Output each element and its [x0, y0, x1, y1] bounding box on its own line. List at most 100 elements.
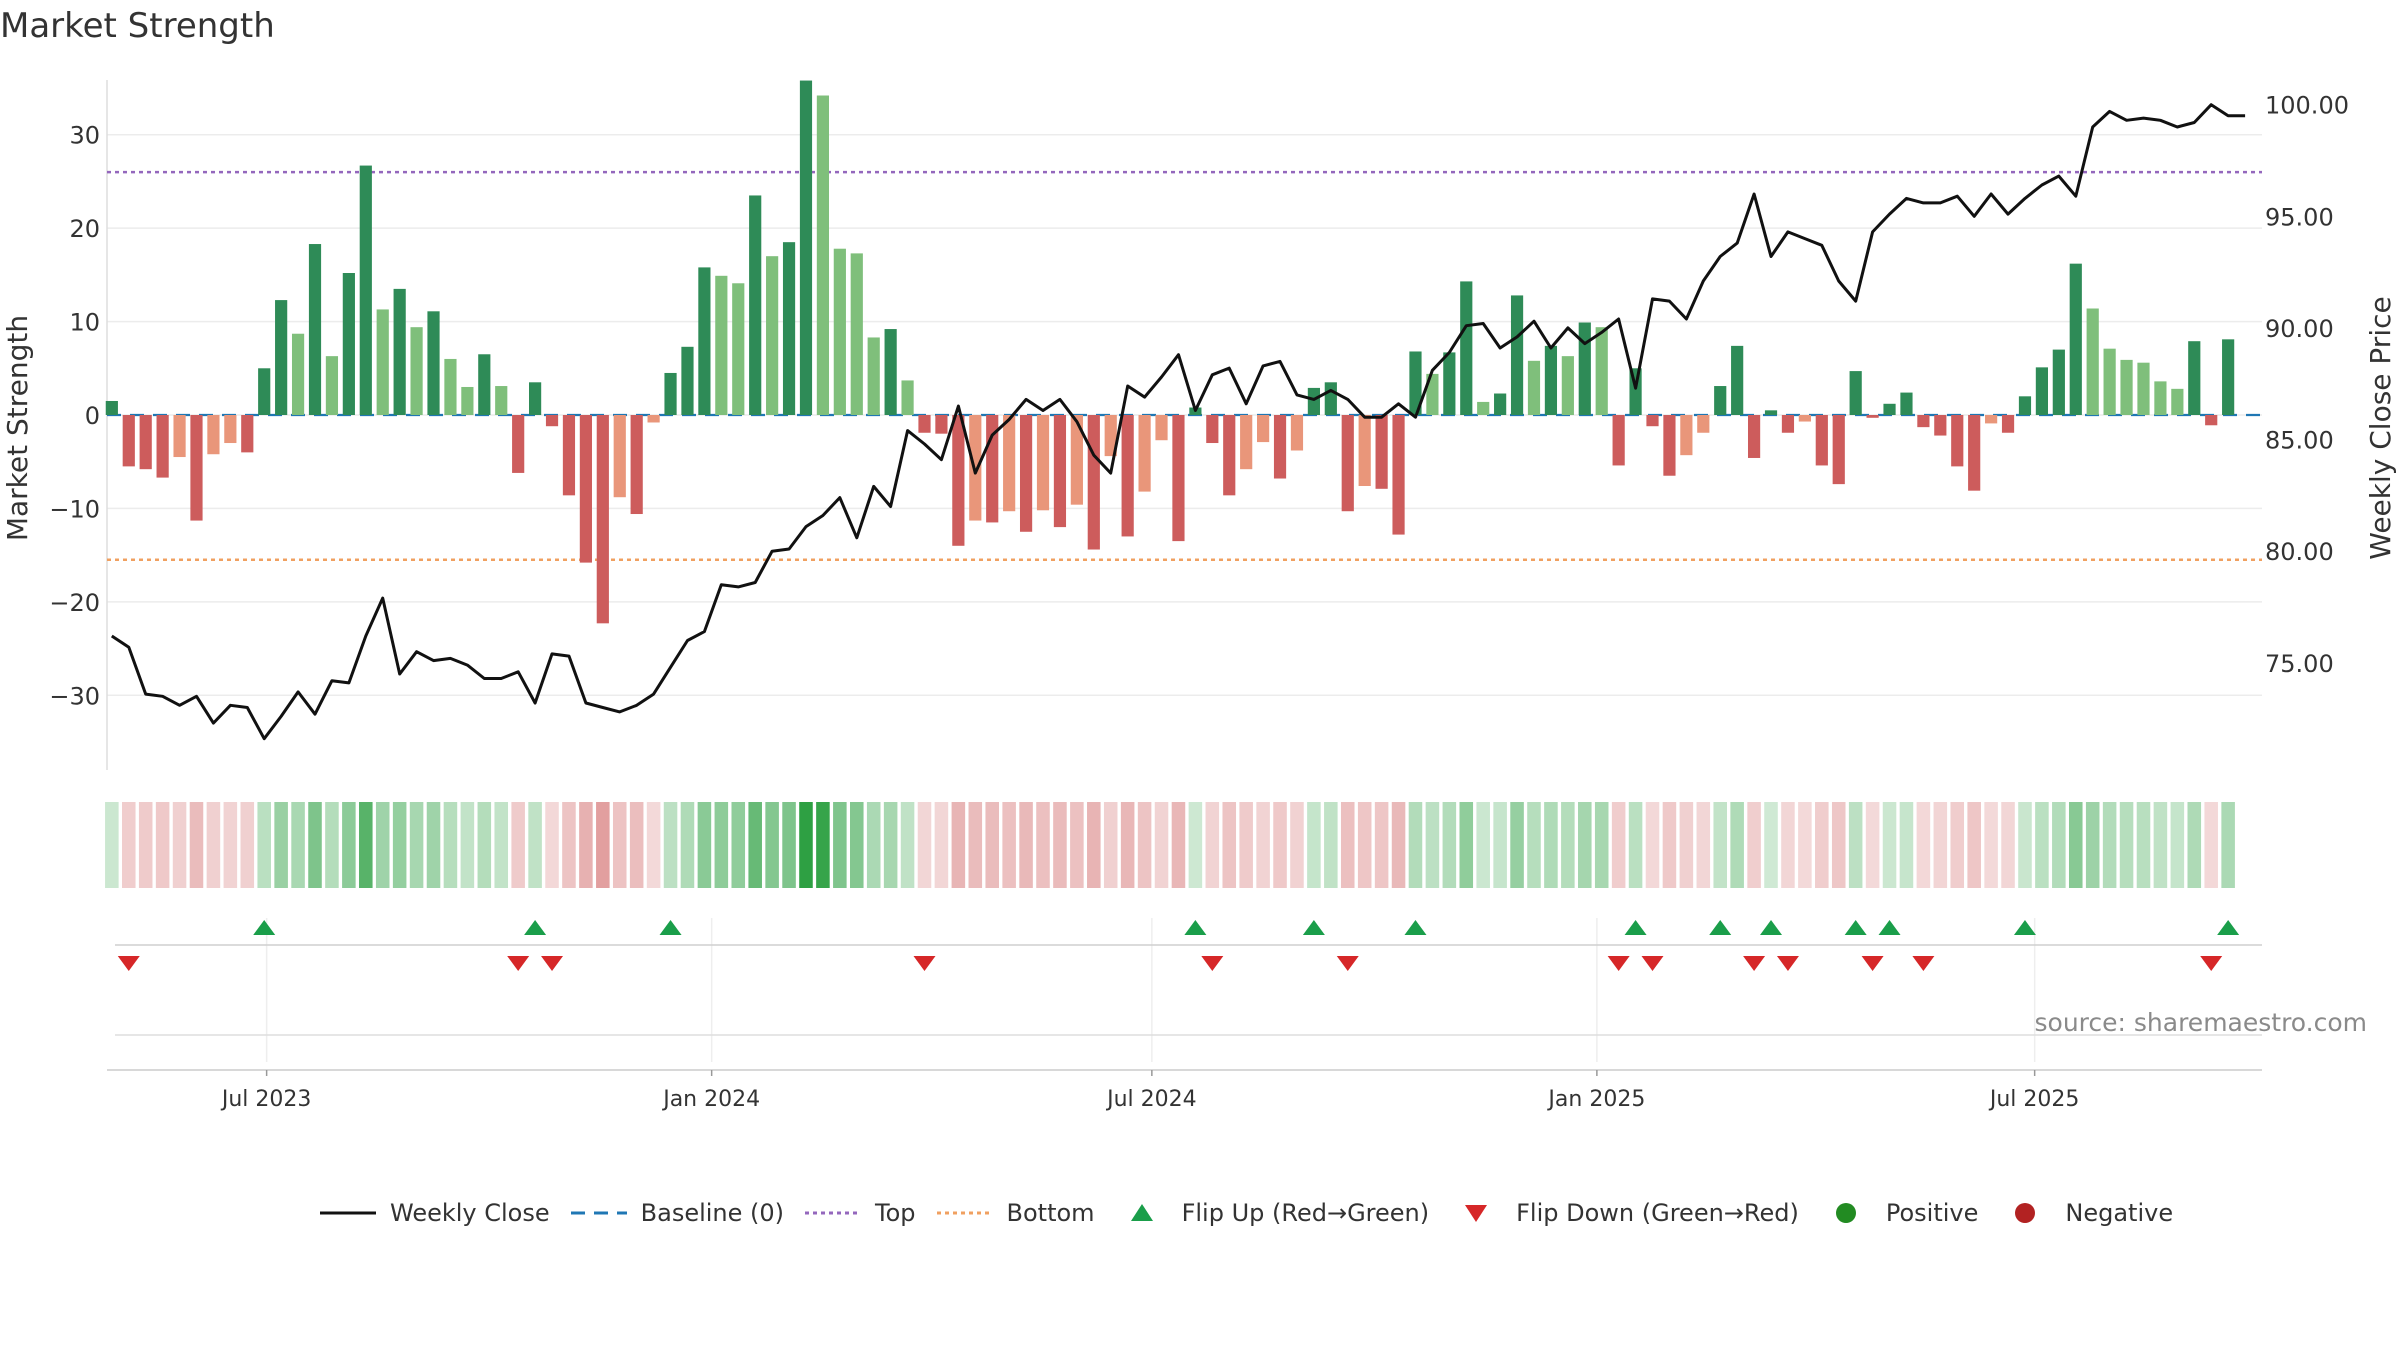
strength-bars: [105, 80, 2235, 624]
heat-cell: [1273, 802, 1287, 888]
heat-cell: [426, 802, 441, 888]
heat-cell: [1188, 802, 1203, 888]
heat-cell: [1527, 802, 1541, 888]
x-tick-label: Jul 2025: [1988, 1087, 2080, 1112]
strength-bar: [1036, 415, 1050, 511]
strength-bar: [190, 415, 203, 521]
strength-bar: [495, 386, 508, 415]
heat-cell: [1222, 802, 1237, 888]
y-tick-label: −10: [49, 495, 100, 523]
strength-bar: [512, 415, 525, 473]
strength-bar: [1764, 410, 1778, 415]
strength-bar: [732, 283, 745, 415]
heat-cell: [883, 802, 898, 888]
flip-down-marker: [1607, 956, 1630, 971]
heat-cell: [1510, 802, 1524, 888]
strength-bar: [562, 415, 576, 496]
heat-cell: [1815, 802, 1829, 888]
legend-label: Flip Up (Red→Green): [1181, 1199, 1430, 1227]
strength-bar: [935, 415, 948, 434]
heat-cell: [1357, 802, 1372, 888]
heat-cell: [460, 802, 475, 888]
heat-cell: [2204, 802, 2218, 888]
heat-cell: [782, 802, 796, 888]
flip-up-marker: [524, 920, 547, 935]
heat-cell: [443, 802, 458, 888]
flip-up-marker: [1760, 920, 1783, 935]
heat-cell: [934, 802, 949, 888]
legend-negative: Negative: [1997, 1199, 2173, 1227]
heat-cell: [1611, 802, 1626, 888]
heat-cell: [1984, 802, 1998, 888]
heat-cell: [409, 802, 424, 888]
heat-cell: [1764, 802, 1778, 888]
strength-bar: [2103, 348, 2116, 415]
strength-bar: [1104, 415, 1117, 457]
heat-cell: [1679, 802, 1694, 888]
strength-bar: [579, 415, 592, 563]
strength-bar: [799, 80, 813, 415]
strength-bar: [613, 415, 626, 498]
heat-cell: [1696, 802, 1711, 888]
top-swatch-icon: [805, 1211, 862, 1215]
strength-bar: [816, 95, 830, 415]
flip-down-marker: [541, 956, 564, 971]
triangle-up-icon: [1130, 1204, 1153, 1221]
strength-bar: [1392, 415, 1405, 535]
heat-cell: [612, 802, 627, 888]
flip-up-marker: [2013, 920, 2036, 935]
y2-tick-label: 85.00: [2265, 427, 2334, 455]
heat-cell: [1848, 802, 1863, 888]
strength-bar: [444, 358, 457, 415]
heat-cell: [2136, 802, 2151, 888]
y-tick-label: 30: [69, 122, 100, 150]
strength-bar: [901, 380, 914, 415]
x-tick-label: Jan 2024: [661, 1087, 760, 1112]
legend-label: Baseline (0): [640, 1199, 785, 1227]
strength-bar: [749, 195, 762, 415]
strength-bar: [1426, 373, 1439, 415]
heat-cell: [274, 802, 288, 888]
strength-bar: [1917, 415, 1930, 428]
strength-bar: [291, 333, 305, 415]
heat-cell: [1713, 802, 1727, 888]
strength-bar: [122, 415, 135, 467]
legend-label: Top: [875, 1199, 916, 1227]
strength-bar: [2222, 339, 2235, 415]
heat-cell: [2018, 802, 2032, 888]
strength-bar: [850, 253, 863, 415]
strength-bar: [2001, 415, 2015, 433]
flip-up-marker: [1302, 920, 1325, 935]
heat-cell: [1882, 802, 1897, 888]
strength-bar: [1019, 415, 1033, 532]
heat-cell: [528, 802, 542, 888]
strength-bar: [105, 400, 118, 415]
strength-bar: [698, 267, 711, 415]
legend: Weekly Close Baseline (0) Top Bottom Fli…: [318, 1199, 2192, 1227]
strength-bar: [2154, 381, 2167, 415]
strength-bar: [275, 300, 288, 415]
heat-cell: [1154, 802, 1169, 888]
strength-bar: [1527, 360, 1541, 415]
strength-bar: [359, 165, 372, 415]
flip-up-marker: [1709, 920, 1732, 935]
strength-bar: [1460, 281, 1473, 415]
strength-bar: [1595, 327, 1608, 415]
strength-bar: [461, 386, 474, 415]
strength-bar: [2086, 308, 2099, 415]
heat-cell: [1916, 802, 1931, 888]
strength-bar: [2137, 362, 2150, 415]
flip-down-marker: [1336, 956, 1359, 971]
strength-bar: [207, 415, 220, 455]
strength-bar: [1697, 415, 1710, 433]
bottom-swatch-icon: [936, 1211, 993, 1215]
heat-cell: [951, 802, 966, 888]
flip-down-marker: [1776, 956, 1799, 971]
heat-cell: [1899, 802, 1914, 888]
legend-top: Top: [803, 1199, 916, 1227]
strength-bar: [1206, 415, 1219, 444]
heat-cell: [1391, 802, 1406, 888]
legend-flip-up: Flip Up (Red→Green): [1114, 1199, 1430, 1227]
strength-bar: [782, 242, 796, 415]
heat-cell: [1645, 802, 1660, 888]
